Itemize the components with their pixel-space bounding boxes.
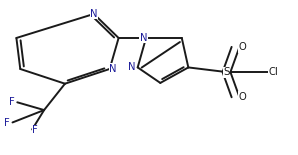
Text: F: F	[9, 97, 15, 106]
Text: N: N	[109, 64, 117, 74]
Text: F: F	[32, 125, 38, 135]
Text: S: S	[223, 67, 230, 77]
Text: N: N	[140, 33, 148, 43]
Text: Cl: Cl	[269, 67, 278, 77]
Text: N: N	[128, 62, 136, 72]
Text: N: N	[90, 9, 98, 19]
Text: F: F	[4, 118, 10, 128]
Text: O: O	[238, 42, 246, 52]
Text: O: O	[238, 92, 246, 102]
